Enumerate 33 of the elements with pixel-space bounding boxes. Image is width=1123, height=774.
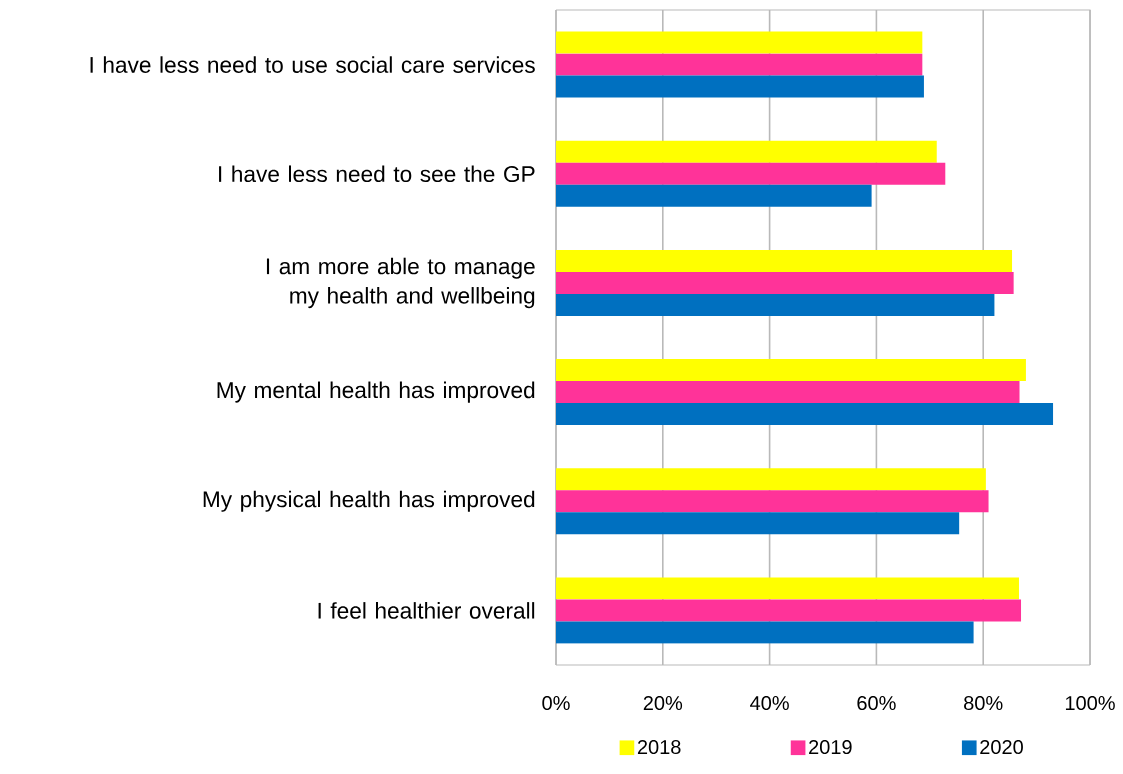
bar — [556, 162, 946, 185]
bar — [556, 31, 923, 54]
bar — [556, 621, 974, 644]
y-tick-label: I have less need to see the GP — [219, 165, 535, 183]
x-tick-label: 40% — [750, 695, 789, 711]
y-tick-label: I have less need to use social care services — [90, 56, 535, 73]
bar — [556, 468, 986, 491]
x-tick-label: 100% — [1065, 695, 1115, 711]
y-tick-label: I feel healthier overall — [318, 602, 535, 619]
x-tick-label: 60% — [857, 695, 896, 711]
bar — [556, 75, 924, 98]
x-tick-label: 80% — [964, 695, 1003, 711]
bar — [556, 293, 995, 316]
bar — [556, 381, 1020, 404]
legend-label: 2019 — [809, 739, 852, 755]
y-tick-label: My physical health has improved — [203, 490, 535, 512]
bar — [556, 53, 923, 76]
bar — [556, 249, 1013, 272]
bar — [556, 140, 937, 163]
legend-label: 2018 — [637, 739, 681, 755]
bar — [556, 271, 1014, 294]
bar — [556, 403, 1054, 426]
bar — [556, 577, 1019, 600]
x-tick-label: 20% — [643, 695, 683, 711]
bar — [556, 599, 1022, 622]
y-tick-label: I am more able to manage my health and wellbeing — [266, 257, 535, 309]
bar — [556, 359, 1026, 382]
y-tick-label: My mental health has improved — [217, 381, 535, 403]
x-tick-label: 0% — [542, 695, 570, 711]
bar — [556, 184, 872, 207]
bar — [556, 490, 989, 513]
bar — [556, 512, 960, 535]
legend-label: 2020 — [980, 739, 1023, 755]
